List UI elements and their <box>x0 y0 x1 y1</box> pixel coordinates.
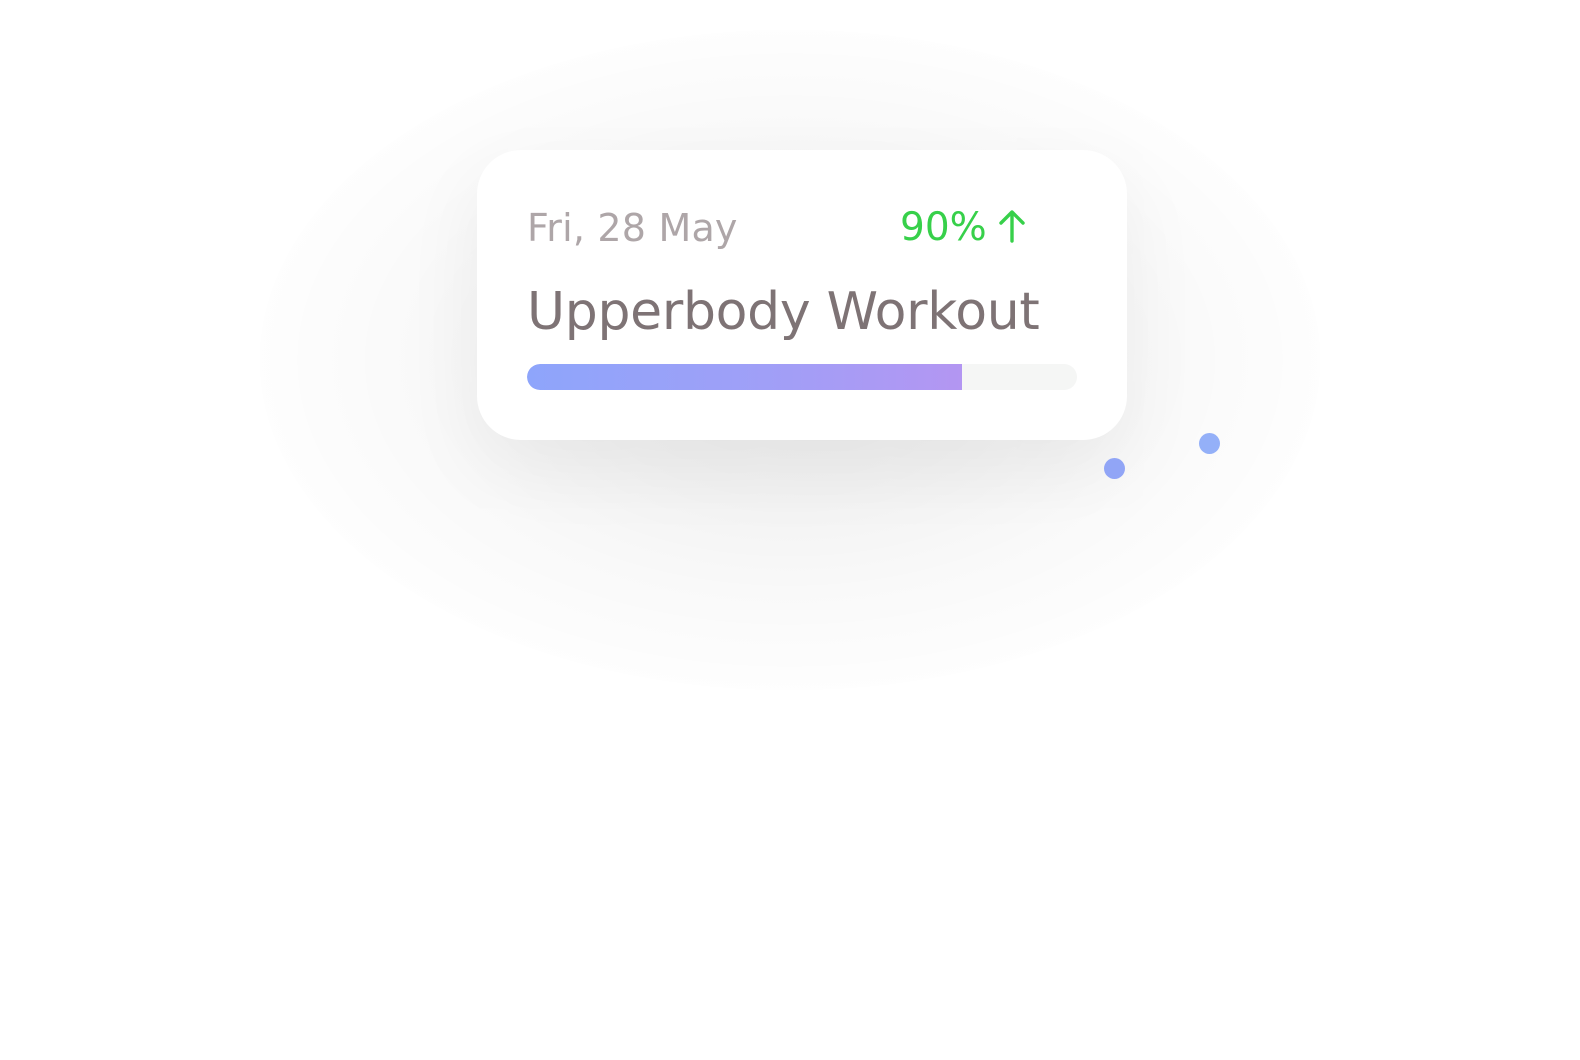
progress-percent: 90% <box>900 205 987 250</box>
decorative-dot <box>1199 433 1220 454</box>
workout-title: Upperbody Workout <box>527 282 1040 342</box>
progress-bar-track <box>527 364 1077 390</box>
workout-card[interactable]: Fri, 28 May 90% Upperbody Workout <box>477 150 1127 440</box>
arrow-up-icon <box>998 210 1025 243</box>
decorative-dot <box>1104 458 1125 479</box>
progress-bar-fill <box>527 364 962 390</box>
progress-percent-badge: 90% <box>900 204 1027 252</box>
workout-date: Fri, 28 May <box>527 206 738 250</box>
